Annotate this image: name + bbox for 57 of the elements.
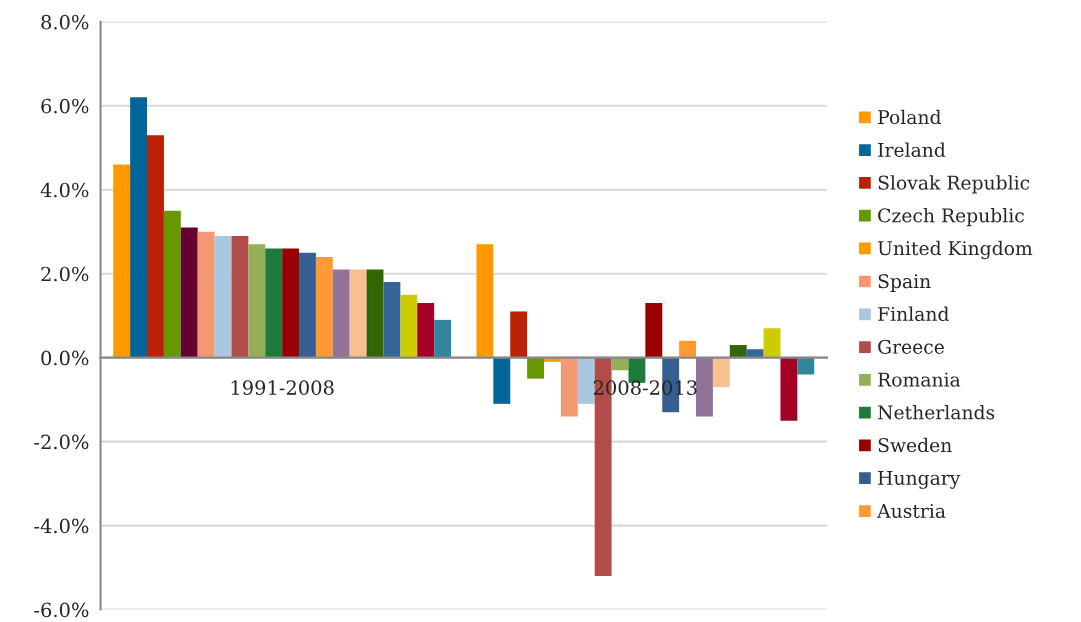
legend-label: Czech Republic [878,208,1024,227]
y-tick-label: 0.0% [41,350,89,366]
bar [349,269,367,358]
bar [679,340,697,358]
bar [780,357,798,421]
bar [493,357,511,404]
bar [282,248,300,358]
bar [763,328,781,358]
legend-label: Sweden [878,437,952,453]
bar [400,294,418,358]
bar [746,349,764,358]
legend-label: Greece [878,339,944,354]
bar [729,345,747,358]
bar [383,282,401,358]
y-tick-label: -2.0% [34,434,89,450]
legend-label: Finland [878,306,949,322]
bar [696,357,713,417]
legend-label: Slovak Republic [878,175,1030,194]
y-tick-label: -6.0% [34,602,89,618]
bar [130,97,148,358]
bar [231,235,249,358]
bar [147,135,164,358]
bar [197,231,215,358]
y-tick-label: 8.0% [41,14,89,30]
legend-label: United Kingdom [878,240,1033,260]
x-tick-label: 1991-2008 [231,380,334,395]
bar [265,248,283,358]
bar [712,357,730,388]
bar [315,256,333,358]
bar [417,303,435,358]
bar [180,227,198,358]
legend-label: Hungary [878,471,961,489]
bar [214,235,232,358]
bar [577,357,595,404]
legend-label: Netherlands [878,404,995,420]
bar [163,210,181,358]
bar [332,269,350,358]
bar [299,252,316,358]
legend-label: Romania [878,372,961,387]
y-tick-label: 2.0% [41,266,89,282]
bar [248,244,266,358]
bar [560,357,578,417]
legend-label: Ireland [878,142,946,157]
legend-label: Austria [877,503,946,518]
legend-label: Spain [878,274,931,292]
bar [527,357,545,379]
bar [645,303,663,358]
legend-label: Poland [878,109,941,125]
bar [476,244,494,358]
bar [510,311,528,358]
bar [434,319,452,358]
y-tick-label: 4.0% [40,182,89,198]
y-tick-label: -4.0% [34,518,89,534]
bar [797,357,815,375]
bar [113,164,131,358]
y-tick-label: 6.0% [41,98,89,114]
bar [366,269,384,358]
